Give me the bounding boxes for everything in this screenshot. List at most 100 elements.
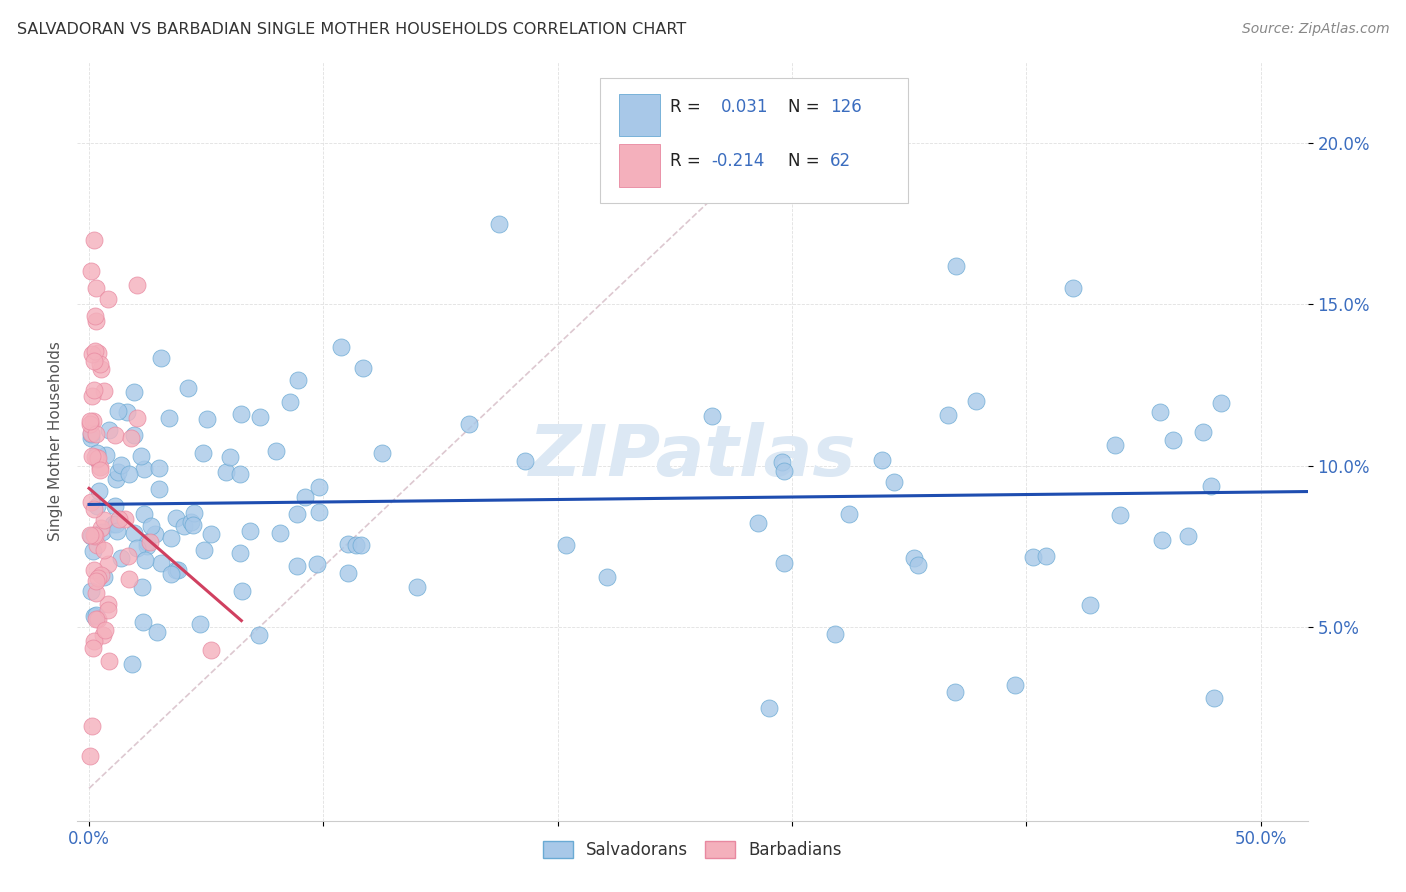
Point	[596, 570, 619, 584]
Point	[219, 450, 242, 464]
Point	[86, 538, 108, 552]
Point	[770, 455, 793, 469]
Point	[90, 568, 112, 582]
Point	[90, 520, 112, 534]
Legend: Salvadorans, Barbadians: Salvadorans, Barbadians	[536, 834, 849, 865]
Point	[82, 640, 104, 655]
Point	[80, 584, 103, 599]
Point	[86, 571, 108, 585]
Point	[700, 409, 723, 424]
Point	[1104, 438, 1126, 452]
Point	[97, 603, 120, 617]
Point	[780, 185, 803, 199]
Point	[84, 427, 107, 442]
Point	[83, 529, 105, 543]
Point	[86, 499, 108, 513]
Point	[239, 524, 262, 538]
Point	[188, 616, 211, 631]
Point	[108, 512, 131, 526]
Point	[107, 465, 129, 479]
Point	[83, 309, 105, 323]
Point	[84, 612, 107, 626]
Point	[83, 233, 105, 247]
Point	[907, 558, 929, 572]
Point	[555, 538, 578, 552]
Point	[120, 431, 142, 445]
Point	[86, 446, 108, 460]
Point	[336, 566, 359, 580]
Point	[97, 557, 120, 571]
Point	[117, 405, 139, 419]
Text: N =: N =	[789, 98, 820, 116]
Point	[165, 563, 187, 577]
Point	[308, 505, 330, 519]
Point	[82, 414, 104, 428]
Point	[134, 508, 156, 522]
Point	[166, 563, 188, 577]
Point	[80, 529, 103, 543]
Point	[83, 353, 105, 368]
Point	[84, 313, 107, 327]
Point	[136, 535, 159, 549]
Text: 126: 126	[831, 98, 862, 116]
Point	[146, 625, 169, 640]
Point	[936, 408, 959, 422]
Point	[97, 597, 120, 611]
Point	[83, 383, 105, 397]
Point	[131, 580, 153, 594]
Point	[180, 515, 202, 529]
Point	[80, 427, 103, 442]
Point	[215, 465, 238, 479]
Point	[249, 410, 271, 425]
Point	[488, 217, 510, 231]
Point	[114, 511, 136, 525]
Y-axis label: Single Mother Households: Single Mother Households	[48, 342, 63, 541]
Point	[122, 526, 145, 541]
Point	[173, 519, 195, 533]
Point	[82, 449, 104, 463]
Point	[132, 615, 155, 629]
Point	[80, 389, 103, 403]
Point	[118, 467, 141, 482]
Point	[87, 451, 110, 466]
Point	[229, 467, 252, 481]
Point	[773, 556, 796, 570]
Point	[91, 628, 114, 642]
Point	[903, 550, 925, 565]
Point	[200, 643, 222, 657]
Point	[160, 566, 183, 581]
Point	[93, 384, 115, 398]
Point	[84, 574, 107, 588]
Point	[87, 612, 110, 626]
Point	[747, 516, 769, 530]
Point	[80, 432, 103, 446]
Point	[89, 484, 111, 499]
Point	[104, 516, 127, 531]
Point	[229, 546, 252, 560]
Point	[165, 511, 187, 525]
Point	[86, 586, 108, 600]
Point	[1078, 598, 1101, 612]
Point	[1161, 433, 1184, 447]
Point	[344, 538, 367, 552]
Point	[110, 458, 132, 472]
Point	[86, 452, 108, 467]
Point	[1035, 549, 1057, 564]
Point	[150, 556, 173, 570]
Point	[83, 634, 105, 648]
Point	[136, 539, 159, 553]
Point	[83, 527, 105, 541]
Point	[371, 446, 394, 460]
Text: R =: R =	[671, 98, 706, 116]
Point	[138, 535, 160, 549]
Point	[122, 427, 145, 442]
Point	[247, 628, 270, 642]
Point	[80, 425, 103, 440]
Point	[308, 479, 330, 493]
Point	[330, 340, 353, 354]
Point	[83, 608, 105, 623]
Point	[285, 507, 308, 521]
Point	[103, 516, 125, 531]
Point	[93, 542, 115, 557]
Point	[278, 395, 301, 409]
